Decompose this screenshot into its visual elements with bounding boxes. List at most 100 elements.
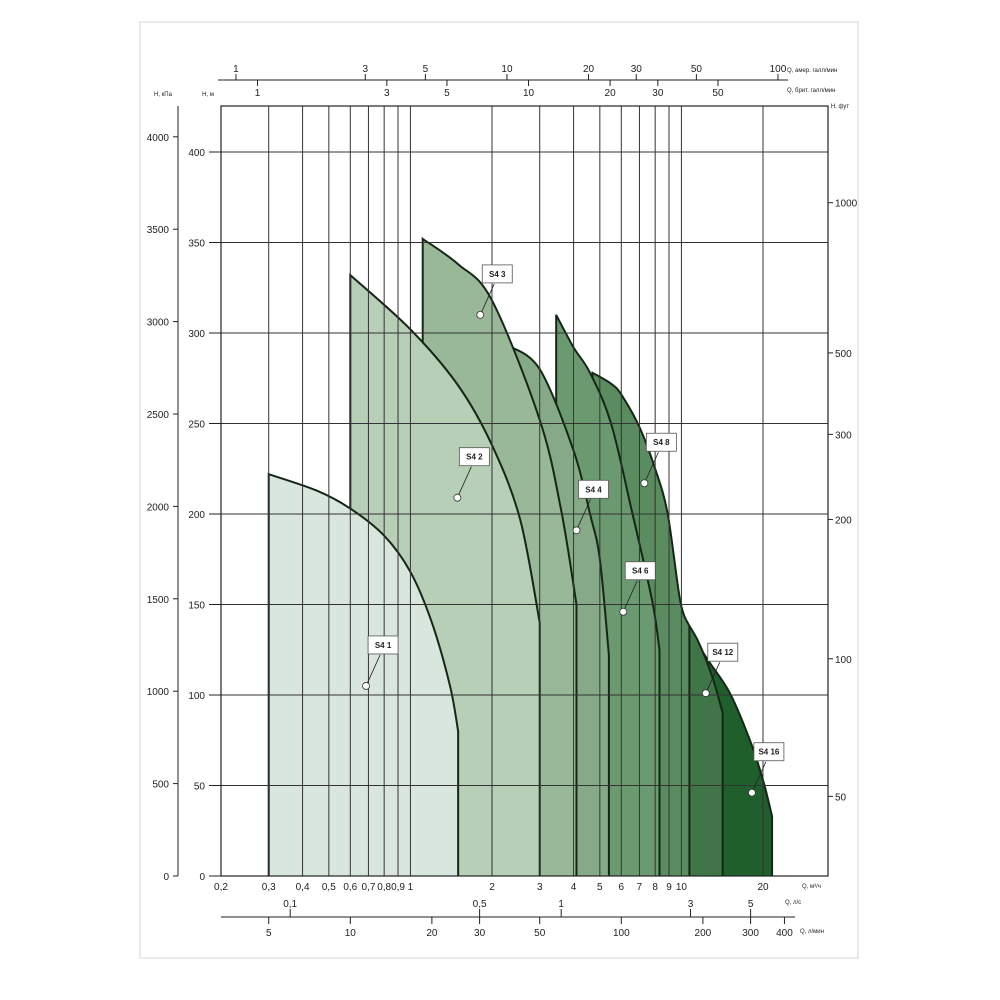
series-label-s4-1: S4 1	[375, 641, 392, 650]
marker-s4-2	[453, 493, 462, 502]
label-leader-s4-8	[644, 452, 659, 484]
lps-tick-label: 0,5	[473, 899, 487, 910]
x-tick-label: 4	[571, 882, 577, 893]
marker-s4-3	[476, 310, 485, 319]
x-tick-label: 1	[408, 882, 414, 893]
marker-s4-8	[640, 479, 649, 488]
x-tick-label: 0,2	[214, 882, 228, 893]
lpm-tick-label: 200	[695, 928, 712, 939]
marker-s4-16	[748, 788, 756, 797]
y-tick-label: 400	[188, 148, 205, 159]
series-label-s4-8: S4 8	[653, 438, 670, 447]
series-label-s4-3: S4 3	[489, 270, 506, 279]
x-tick-label: 0,4	[296, 882, 310, 893]
us-gpm-tick-label: 1	[233, 64, 239, 75]
us-gpm-tick-label: 5	[423, 64, 429, 75]
plot-frame	[220, 105, 829, 877]
label-box-s4-1	[367, 635, 399, 655]
label-box-s4-6	[624, 561, 656, 581]
series-label-s4-2: S4 2	[466, 453, 483, 462]
feet-tick-label: 100	[835, 655, 852, 666]
imp-gpm-tick-label: 50	[712, 88, 724, 99]
marker-s4-12	[701, 689, 710, 698]
label-box-s4-4	[578, 479, 609, 499]
x-tick-label: 2	[489, 882, 495, 893]
marker-s4-4	[572, 526, 581, 535]
y-tick-label: 250	[188, 420, 205, 431]
us-gpm-tick-label: 20	[583, 64, 595, 75]
lpm-tick-label: 20	[426, 928, 438, 939]
lpm-tick-label: 30	[474, 928, 486, 939]
kpa-tick-label: 500	[152, 780, 169, 791]
series-label-s4-12: S4 12	[712, 648, 733, 657]
y-tick-label: 300	[188, 329, 205, 340]
x-tick-label: 0,7	[361, 882, 375, 893]
label-box-s4-16	[753, 742, 785, 762]
kpa-tick-label: 0	[163, 872, 169, 883]
label-leader-s4-2	[456, 466, 472, 498]
imp-gpm-tick-label: 30	[652, 88, 664, 99]
series-label-s4-6: S4 6	[632, 567, 649, 576]
x-tick-label: 0,5	[322, 882, 336, 893]
x-tick-label: 7	[637, 882, 643, 893]
imp-gpm-tick-label: 10	[523, 88, 535, 99]
lps-tick-label: 5	[748, 899, 754, 910]
x-tick-label: 0,6	[343, 882, 357, 893]
lpm-tick-label: 100	[613, 928, 630, 939]
kpa-axis-label: H, кПа	[154, 92, 173, 98]
lps-tick-label: 1	[558, 899, 564, 910]
grid	[220, 105, 829, 877]
series-label-s4-4: S4 4	[585, 485, 602, 494]
x-tick-label: 5	[597, 882, 603, 893]
x-tick-label: 9	[666, 882, 672, 893]
lpm-axis-label: Q, л/мин	[800, 929, 824, 935]
label-leader-s4-16	[751, 761, 767, 793]
lpm-tick-label: 5	[266, 928, 272, 939]
us-gpm-tick-label: 100	[770, 64, 787, 75]
feet-tick-label: 1000	[835, 199, 858, 210]
imp-gpm-axis-label: Q, брит. галл/мин	[787, 88, 835, 94]
kpa-tick-label: 1500	[147, 595, 170, 606]
lpm-tick-label: 400	[776, 928, 793, 939]
kpa-tick-label: 4000	[147, 133, 170, 144]
marker-s4-6	[619, 607, 628, 616]
lpm-tick-label: 50	[534, 928, 546, 939]
lpm-tick-label: 10	[345, 928, 357, 939]
y-tick-label: 350	[188, 239, 205, 250]
curve-s4-1	[267, 472, 460, 876]
x-tick-label: 10	[676, 882, 688, 893]
axes: 0,2 0,3 0,4 0,5 0,6 0,7 0,8 0,9 1 2 3 4 5 6 7 8 9 10 20 Q, …	[147, 64, 858, 939]
series-label-s4-16: S4 16	[758, 748, 779, 757]
x-tick-label: 20	[757, 882, 769, 893]
x-tick-label: 3	[537, 882, 543, 893]
imp-gpm-tick-label: 20	[605, 88, 617, 99]
us-gpm-tick-label: 10	[501, 64, 513, 75]
label-leader-s4-4	[576, 499, 591, 531]
kpa-tick-label: 3000	[147, 318, 170, 329]
label-box-s4-8	[645, 432, 677, 452]
lps-tick-label: 0,1	[283, 899, 297, 910]
curve-s4-3	[421, 236, 578, 876]
kpa-tick-label: 1000	[147, 687, 170, 698]
us-gpm-axis-label: Q, амер. галл/мин	[787, 68, 837, 74]
marker-s4-1	[362, 682, 370, 690]
label-leader-s4-6	[622, 580, 638, 612]
label-box-s4-12	[707, 642, 739, 662]
x-tick-label: 0,3	[262, 882, 276, 893]
x-tick-label: 0,8	[377, 882, 391, 893]
feet-axis-label: H, фут	[831, 104, 850, 110]
x-tick-label: 0,9	[391, 882, 405, 893]
kpa-tick-label: 3500	[147, 225, 170, 236]
us-gpm-tick-label: 30	[631, 64, 643, 75]
curve-s4-16	[696, 640, 774, 876]
lps-axis-label: Q, л/с	[785, 900, 801, 906]
lpm-tick-label: 300	[742, 928, 759, 939]
imp-gpm-tick-label: 1	[255, 88, 261, 99]
kpa-tick-label: 2500	[147, 410, 170, 421]
y-tick-label: 200	[188, 510, 205, 521]
lps-tick-label: 3	[688, 899, 694, 910]
feet-tick-label: 50	[835, 792, 847, 803]
label-leader-s4-12	[705, 662, 721, 694]
x-tick-label: 6	[619, 882, 625, 893]
